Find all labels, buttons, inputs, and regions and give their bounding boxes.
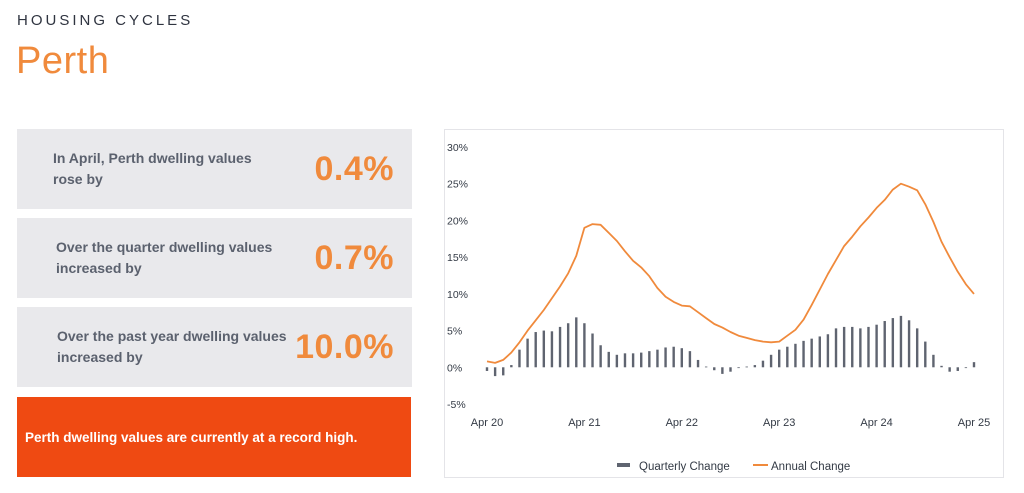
quarterly-change-bar bbox=[745, 366, 748, 368]
banner-text: Perth dwelling values are currently at a… bbox=[25, 429, 358, 445]
page-title: Perth bbox=[16, 40, 110, 82]
quarterly-change-bar bbox=[851, 326, 854, 368]
quarterly-change-bar bbox=[631, 353, 635, 368]
quarterly-change-label: Over the quarter dwelling values increas… bbox=[56, 239, 273, 276]
quarterly-change-bar bbox=[907, 320, 911, 368]
x-tick-label: Apr 24 bbox=[860, 417, 892, 429]
record-high-banner: Perth dwelling values are currently at a… bbox=[17, 397, 411, 477]
quarterly-change-bar bbox=[842, 326, 846, 368]
legend-label-annual: Annual Change bbox=[771, 461, 850, 473]
quarterly-change-bar bbox=[599, 345, 602, 368]
quarterly-change-bar bbox=[940, 365, 943, 368]
legend-label-quarterly: Quarterly Change bbox=[639, 461, 730, 473]
quarterly-change-bar bbox=[729, 367, 732, 372]
chart-container: 30% 25% 20% 15% 10% 5% 0% -5% Apr 20 Apr 21 Apr 22… bbox=[444, 129, 1004, 478]
quarterly-change-bar bbox=[778, 349, 781, 368]
quarterly-change-bar bbox=[786, 346, 789, 368]
quarterly-change-bar bbox=[956, 367, 959, 371]
quarterly-change-bar bbox=[664, 347, 667, 368]
quarterly-change-bar bbox=[558, 326, 562, 368]
quarterly-change-bar bbox=[753, 365, 757, 368]
quarterly-change-bar bbox=[680, 348, 683, 368]
legend-swatch-annual bbox=[753, 464, 768, 466]
quarterly-change-bar bbox=[867, 326, 870, 368]
quarterly-change-bar bbox=[769, 354, 773, 368]
y-tick-label: -5% bbox=[447, 399, 466, 411]
quarterly-change-bar bbox=[875, 324, 878, 368]
quarterly-change-bar bbox=[623, 353, 627, 368]
quarterly-change-bar bbox=[899, 315, 903, 368]
quarterly-change-bar bbox=[802, 340, 805, 368]
annual-change-label: Over the past year dwelling values incre… bbox=[57, 328, 287, 365]
quarterly-change-bar bbox=[591, 333, 594, 368]
monthly-change-label: In April, Perth dwelling values rose by bbox=[53, 150, 252, 187]
quarterly-change-bar bbox=[640, 352, 643, 368]
quarterly-change-bar bbox=[526, 338, 529, 368]
x-tick-label: Apr 23 bbox=[763, 417, 795, 429]
quarterly-change-bar bbox=[688, 351, 692, 368]
quarterly-change-bar bbox=[575, 317, 578, 368]
quarterly-change-bar bbox=[891, 318, 895, 368]
quarterly-change-card: Over the quarter dwelling values increas… bbox=[17, 218, 412, 298]
y-tick-label: 30% bbox=[447, 142, 468, 154]
x-tick-label: Apr 20 bbox=[471, 417, 503, 429]
quarterly-change-bar bbox=[834, 328, 838, 368]
quarterly-change-bar bbox=[964, 367, 968, 369]
quarterly-change-bar bbox=[761, 360, 765, 368]
annual-change-card: Over the past year dwelling values incre… bbox=[17, 307, 412, 387]
x-tick-label: Apr 22 bbox=[666, 417, 698, 429]
quarterly-change-bar bbox=[818, 336, 821, 368]
quarterly-change-bar bbox=[566, 323, 570, 368]
y-tick-label: 15% bbox=[447, 252, 468, 264]
quarterly-change-bar bbox=[607, 351, 610, 368]
quarterly-change-bar bbox=[542, 330, 546, 368]
quarterly-change-bar bbox=[615, 354, 619, 368]
quarterly-change-bar bbox=[493, 367, 497, 377]
quarterly-change-bar bbox=[696, 359, 700, 368]
quarterly-change-bar bbox=[713, 367, 716, 371]
quarterly-change-bar bbox=[550, 331, 554, 368]
annual-change-line bbox=[486, 182, 975, 364]
quarterly-change-bar bbox=[972, 362, 976, 368]
quarterly-change-bar bbox=[932, 354, 935, 368]
quarterly-change-bar bbox=[826, 334, 830, 368]
quarterly-change-bar bbox=[583, 323, 586, 368]
quarterly-change-bar bbox=[883, 321, 886, 368]
quarterly-change-bar bbox=[737, 367, 740, 369]
quarterly-change-bar bbox=[510, 365, 513, 368]
monthly-change-value: 0.4% bbox=[314, 149, 394, 188]
y-tick-label: 10% bbox=[447, 289, 468, 301]
x-tick-label: Apr 21 bbox=[568, 417, 600, 429]
quarterly-change-bar bbox=[485, 367, 489, 371]
quarterly-change-bar bbox=[518, 349, 521, 368]
x-tick-label: Apr 25 bbox=[958, 417, 990, 429]
y-tick-label: 5% bbox=[447, 326, 462, 338]
quarterly-change-bar bbox=[924, 341, 927, 368]
quarterly-change-bar bbox=[672, 346, 675, 368]
quarterly-change-bar bbox=[704, 366, 708, 368]
quarterly-change-value: 0.7% bbox=[314, 238, 394, 277]
quarterly-change-bar bbox=[648, 351, 651, 368]
annual-change-value: 10.0% bbox=[295, 327, 394, 366]
y-tick-label: 25% bbox=[447, 179, 468, 191]
y-tick-label: 0% bbox=[447, 362, 462, 374]
quarterly-change-bar bbox=[915, 328, 919, 368]
quarterly-change-bar bbox=[721, 367, 724, 374]
monthly-change-card: In April, Perth dwelling values rose by … bbox=[17, 129, 412, 209]
quarterly-change-bar bbox=[502, 367, 505, 376]
y-tick-label: 20% bbox=[447, 215, 468, 227]
housing-cycle-chart: 30% 25% 20% 15% 10% 5% 0% -5% Apr 20 Apr 21 Apr 22… bbox=[447, 142, 990, 473]
quarterly-change-bar bbox=[810, 338, 813, 368]
eyebrow-heading: HOUSING CYCLES bbox=[17, 12, 194, 29]
quarterly-change-bar bbox=[794, 343, 797, 368]
quarterly-change-bar bbox=[534, 332, 537, 368]
legend-swatch-quarterly bbox=[617, 463, 630, 467]
quarterly-change-bar bbox=[859, 328, 862, 368]
quarterly-change-bar bbox=[656, 349, 659, 368]
quarterly-change-bar bbox=[948, 367, 951, 372]
